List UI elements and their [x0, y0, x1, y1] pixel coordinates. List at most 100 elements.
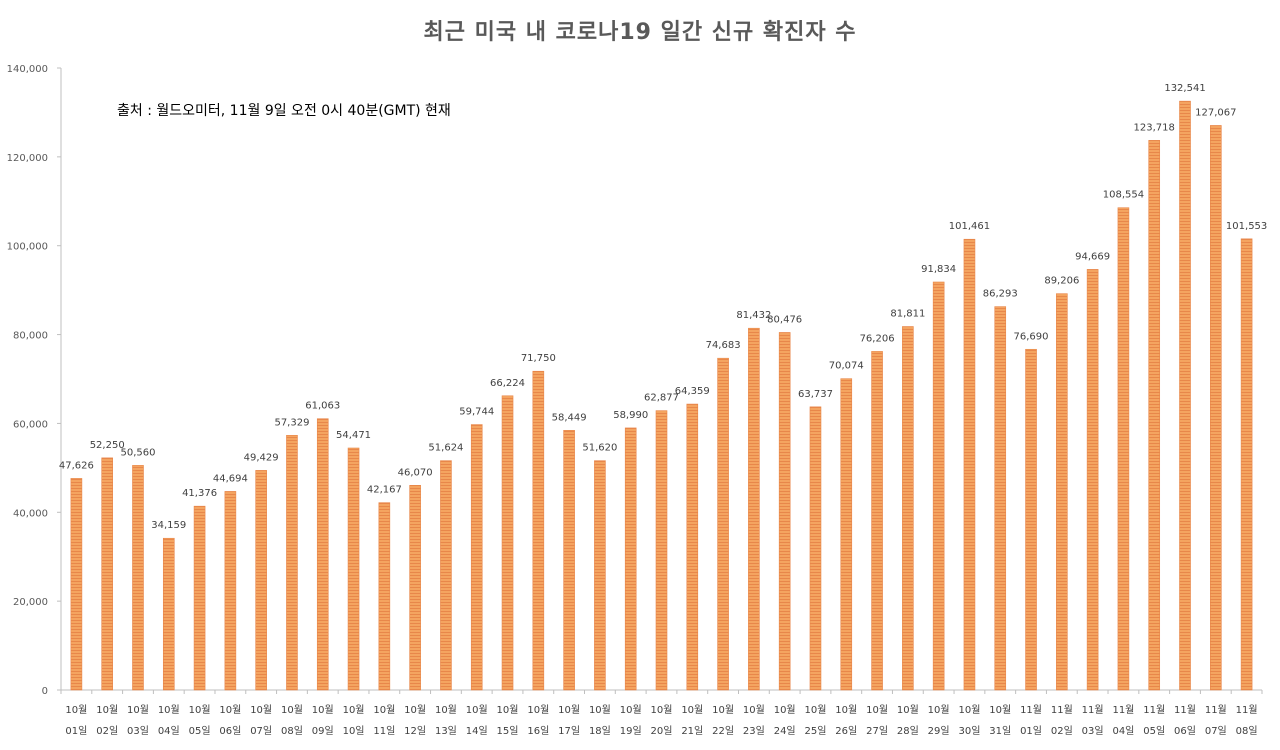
bar-value-label: 46,070	[398, 467, 433, 478]
x-tick-label-day: 14일	[466, 725, 488, 737]
bar	[316, 418, 329, 691]
bar-value-label: 76,206	[860, 333, 895, 344]
x-tick-label-month: 10월	[219, 704, 241, 716]
x-tick-label-month: 11월	[1205, 704, 1227, 716]
x-tick-label-day: 04일	[1112, 725, 1134, 737]
x-tick-label-month: 11월	[1236, 704, 1258, 716]
x-tick-label-day: 22일	[712, 725, 734, 737]
bar	[594, 460, 606, 691]
bar	[1210, 125, 1222, 691]
x-tick-label-month: 10월	[96, 704, 118, 716]
x-tick-label-day: 12일	[404, 725, 426, 737]
bar-value-label: 132,541	[1164, 83, 1205, 94]
bar-value-label: 52,250	[90, 440, 125, 451]
x-tick-label-day: 29일	[928, 725, 950, 737]
axes: 0 20,000 40,000 60,000 80,000 100,000 120,000 1…	[7, 64, 1263, 737]
bar-value-label: 80,476	[767, 314, 802, 325]
bar	[132, 465, 144, 691]
bar-value-label: 41,376	[182, 488, 217, 499]
bar-value-label: 74,683	[706, 340, 741, 351]
x-tick-label-month: 10월	[774, 704, 796, 716]
y-tick-label: 80,000	[13, 331, 48, 342]
bar-value-label: 64,359	[675, 386, 710, 397]
bar	[1117, 207, 1130, 691]
x-tick-label-month: 10월	[466, 704, 488, 716]
bar-value-label: 42,167	[367, 485, 402, 496]
bar	[717, 357, 729, 691]
bar-value-label: 71,750	[521, 353, 556, 364]
bar	[778, 332, 791, 691]
x-tick-label-day: 03일	[1082, 725, 1104, 737]
y-tick-label: 20,000	[13, 597, 48, 608]
x-tick-label-day: 07일	[1205, 725, 1227, 737]
x-tick-label-day: 06일	[219, 725, 241, 737]
bar-value-label: 108,554	[1103, 190, 1144, 201]
x-tick-label-month: 10월	[681, 704, 703, 716]
x-tick-label-month: 10월	[527, 704, 549, 716]
bar-value-label: 54,471	[336, 430, 371, 441]
x-tick-label-month: 11월	[1051, 704, 1073, 716]
x-tick-label-day: 21일	[681, 725, 703, 737]
x-tick-label-month: 10월	[651, 704, 673, 716]
bar	[440, 460, 452, 691]
bar-value-label: 47,626	[59, 460, 94, 471]
x-tick-label-day: 10일	[343, 725, 365, 737]
bar	[470, 424, 483, 691]
bar-value-label: 49,429	[244, 452, 279, 463]
bar	[101, 457, 113, 691]
x-tick-label-month: 10월	[312, 704, 334, 716]
bar	[409, 485, 421, 691]
x-tick-label-day: 26일	[835, 725, 857, 737]
bar	[347, 447, 360, 691]
x-tick-label-month: 10월	[866, 704, 888, 716]
x-tick-label-day: 23일	[743, 725, 765, 737]
bar	[932, 281, 945, 691]
x-tick-label-day: 13일	[435, 725, 457, 737]
bar-value-label: 66,224	[490, 378, 525, 389]
x-tick-label-day: 05일	[189, 725, 211, 737]
chart-source-annotation: 출처 : 월드오미터, 11월 9일 오전 0시 40분(GMT) 현재	[117, 103, 451, 119]
bar	[286, 434, 298, 691]
x-tick-label-month: 11월	[1112, 704, 1134, 716]
bar	[255, 470, 267, 691]
bar-value-label: 63,737	[798, 389, 833, 400]
bar	[809, 406, 822, 691]
bar	[1086, 269, 1099, 691]
x-tick-label-month: 10월	[127, 704, 149, 716]
x-tick-label-month: 10월	[158, 704, 180, 716]
x-tick-label-month: 10월	[373, 704, 395, 716]
x-tick-label-month: 10월	[712, 704, 734, 716]
bar-value-label: 58,990	[613, 410, 648, 421]
bar	[1179, 100, 1191, 691]
bar	[532, 370, 545, 691]
x-tick-label-month: 10월	[805, 704, 827, 716]
bar-value-label: 44,694	[213, 473, 248, 484]
bar-value-label: 51,620	[582, 443, 617, 454]
bar-value-label: 58,449	[552, 412, 587, 423]
x-tick-label-day: 02일	[96, 725, 118, 737]
x-tick-label-month: 10월	[835, 704, 857, 716]
bar	[1056, 293, 1068, 691]
x-tick-label-day: 09일	[312, 725, 334, 737]
x-tick-label-month: 10월	[435, 704, 457, 716]
bar	[501, 395, 514, 691]
bar-value-label: 91,834	[921, 264, 956, 275]
x-tick-label-day: 16일	[527, 725, 549, 737]
x-tick-label-day: 18일	[589, 725, 611, 737]
bar	[563, 430, 575, 691]
x-tick-label-month: 10월	[620, 704, 642, 716]
bar-value-label: 101,461	[949, 221, 990, 232]
x-tick-label-month: 10월	[558, 704, 580, 716]
bar	[70, 478, 83, 691]
y-tick-label: 0	[42, 686, 48, 697]
bars	[70, 100, 1253, 691]
bar-value-label: 81,811	[890, 309, 925, 320]
y-tick-label: 120,000	[7, 153, 48, 164]
x-tick-label-month: 10월	[250, 704, 272, 716]
x-tick-label-month: 10월	[497, 704, 519, 716]
x-tick-label-month: 10월	[589, 704, 611, 716]
bar-value-label: 89,206	[1044, 276, 1079, 287]
bar	[871, 351, 883, 691]
x-tick-label-day: 07일	[250, 725, 272, 737]
